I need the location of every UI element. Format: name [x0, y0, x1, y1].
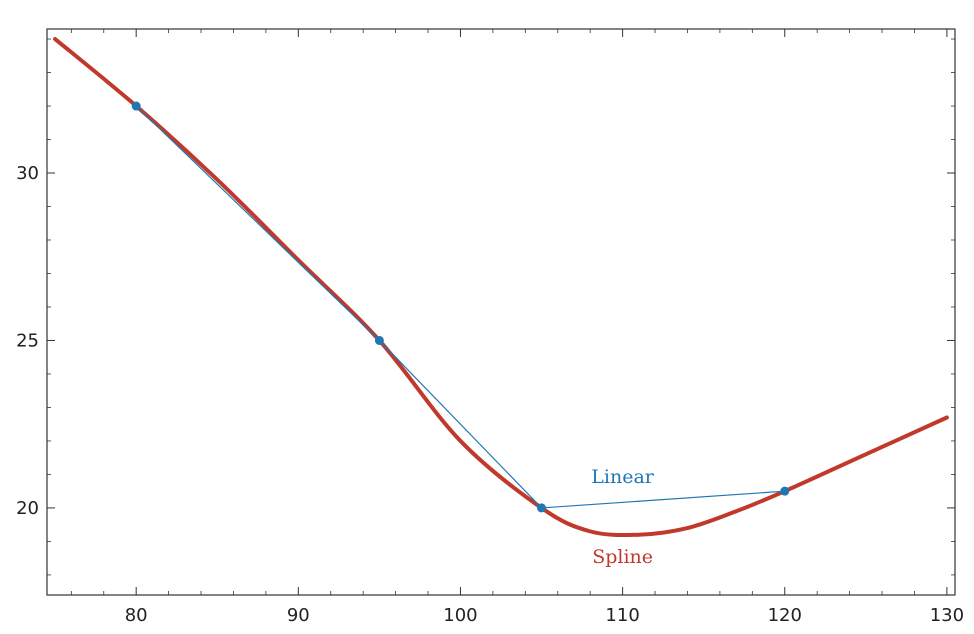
series-layer [53, 37, 949, 538]
y-tick-label: 30 [16, 163, 39, 184]
x-tick-label: 110 [605, 605, 639, 626]
y-tick-label: 20 [16, 498, 39, 519]
spline-series-label: Spline [592, 546, 653, 568]
annotation-layer: Linear Spline [591, 466, 655, 568]
x-tick-label: 120 [768, 605, 802, 626]
linear-data-point [780, 486, 790, 496]
linear-data-point [537, 503, 547, 513]
y-tick-label: 25 [16, 330, 39, 351]
linear-series-label: Linear [591, 466, 655, 488]
x-tick-label: 80 [125, 605, 148, 626]
spline-series-line [53, 37, 949, 538]
linear-data-point [374, 335, 384, 345]
x-axis-ticks: 80 90 100 110 120 130 [70, 29, 964, 626]
linear-data-point [131, 101, 141, 111]
x-tick-label: 130 [930, 605, 964, 626]
x-tick-label: 100 [443, 605, 477, 626]
linear-series-line [135, 105, 785, 509]
plot-frame [46, 28, 956, 596]
x-tick-label: 90 [287, 605, 310, 626]
y-axis-ticks: 20 25 30 [16, 38, 955, 576]
